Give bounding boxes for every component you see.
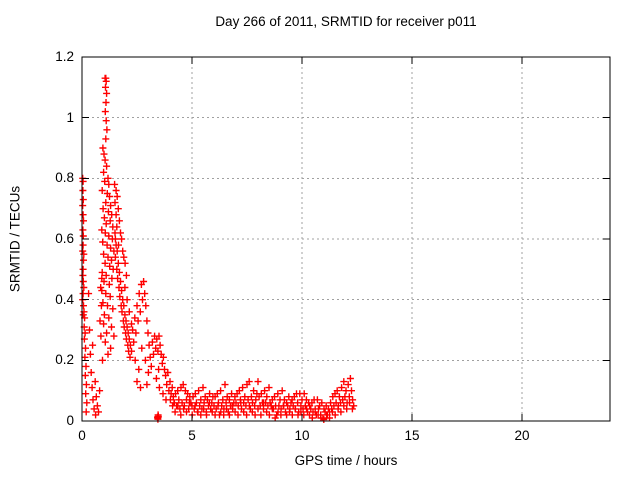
y-tick-label: 0.6 <box>55 231 74 246</box>
x-tick-label: 5 <box>188 428 196 443</box>
x-tick-label: 0 <box>78 428 86 443</box>
x-tick-label: 15 <box>404 428 420 443</box>
y-tick-label: 0.8 <box>55 170 74 186</box>
x-axis-label: GPS time / hours <box>294 453 398 468</box>
plot-border <box>81 56 611 422</box>
y-tick-label: 0.4 <box>55 291 74 307</box>
y-tick-label: 1.2 <box>55 49 74 64</box>
y-tick-label: 0 <box>66 413 74 428</box>
x-tick-label: 20 <box>514 428 530 443</box>
y-tick-label: 0.2 <box>55 352 74 368</box>
y-tick-label: 1 <box>66 109 74 125</box>
x-tick-label: 10 <box>294 428 310 443</box>
chart-title: Day 266 of 2011, SRMTID for receiver p01… <box>215 14 477 29</box>
scatter-points <box>79 74 358 423</box>
